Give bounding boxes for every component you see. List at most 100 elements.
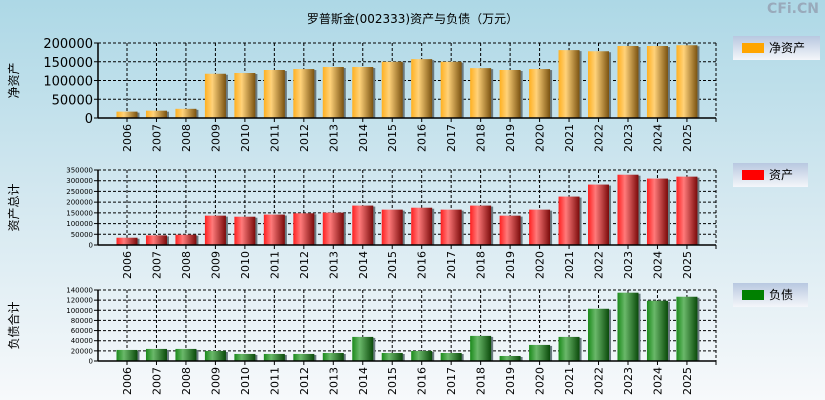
bar-2015 (381, 61, 403, 118)
x-tick-label: 2013 (327, 124, 340, 152)
x-tick-label: 2025 (681, 367, 694, 395)
x-tick-label: 2024 (651, 251, 664, 279)
x-tick-label: 2009 (209, 367, 222, 395)
x-tick-label: 2015 (386, 367, 399, 395)
y-axis-label: 负债合计 (6, 301, 21, 349)
legend-swatch (742, 43, 764, 53)
x-tick-label: 2014 (357, 124, 370, 152)
y-tick-label: 0 (85, 112, 93, 127)
x-tick-label: 2016 (416, 367, 429, 395)
net-assets-chart: 0 50000 100000 150000 200000 2006 2007 2008 2009… (7, 36, 820, 152)
bar-2024 (646, 300, 668, 361)
chart-title: 罗普斯金(002333)资产与负债（万元） (306, 12, 519, 26)
x-tick-label: 2022 (593, 124, 606, 152)
x-tick-label: 2007 (150, 367, 163, 395)
legend-label: 净资产 (769, 41, 805, 55)
y-tick-label: 0 (89, 358, 93, 366)
x-tick-label: 2023 (622, 367, 635, 395)
bar-2022 (588, 184, 610, 245)
bar-2015 (381, 352, 403, 361)
legend-swatch (742, 290, 764, 300)
bar-2018 (470, 335, 492, 361)
bar-2020 (529, 209, 551, 245)
bar-2011 (263, 70, 285, 118)
bar-2008 (175, 348, 197, 361)
bar-2010 (234, 73, 256, 118)
x-tick-label: 2022 (593, 367, 606, 395)
y-tick-label: 50000 (71, 231, 93, 239)
bar-2012 (293, 353, 315, 361)
bar-2023 (617, 46, 639, 118)
bar-2017 (440, 352, 462, 361)
y-tick-label: 300000 (66, 177, 93, 185)
total-assets-chart: 0 50000 100000 150000 200000 250000 300000 3500… (7, 163, 808, 279)
y-axis-label: 资产总计 (7, 183, 21, 231)
x-tick-label: 2013 (327, 367, 340, 395)
x-tick-label: 2021 (563, 251, 576, 279)
y-tick-label: 140000 (66, 287, 93, 295)
x-tick-label: 2018 (475, 124, 488, 152)
x-tick-label: 2006 (121, 367, 134, 395)
x-tick-label: 2012 (298, 251, 311, 279)
bar-2021 (558, 336, 580, 361)
x-tick-label: 2019 (504, 124, 517, 152)
x-tick-label: 2007 (150, 251, 163, 279)
legend-label: 资产 (769, 168, 793, 182)
bar-2016 (411, 207, 433, 245)
legend-label: 负债 (769, 288, 793, 302)
bar-2018 (470, 68, 492, 118)
bar-2012 (293, 69, 315, 118)
x-tick-label: 2018 (475, 251, 488, 279)
bar-2019 (499, 355, 521, 361)
legend: 净资产 (733, 36, 820, 60)
x-tick-label: 2008 (180, 124, 193, 152)
x-tick-label: 2024 (651, 367, 664, 395)
x-tick-label: 2013 (327, 251, 340, 279)
x-tick-label: 2025 (681, 124, 694, 152)
y-tick-label: 100000 (43, 75, 93, 90)
bar-2007 (145, 110, 167, 118)
x-tick-label: 2025 (681, 251, 694, 279)
x-tick-label: 2017 (445, 124, 458, 152)
x-tick-label: 2017 (445, 251, 458, 279)
x-tick-label: 2015 (386, 251, 399, 279)
y-tick-label: 150000 (43, 56, 93, 71)
x-tick-label: 2006 (121, 124, 134, 152)
bar-2023 (617, 292, 639, 361)
x-tick-label: 2023 (622, 251, 635, 279)
bar-2025 (676, 45, 698, 118)
x-tick-label: 2020 (534, 367, 547, 395)
bar-2020 (529, 69, 551, 118)
bar-2011 (263, 214, 285, 245)
x-tick-label: 2011 (268, 251, 281, 279)
bar-2009 (204, 215, 226, 245)
bar-2011 (263, 353, 285, 361)
y-axis-label: 净资产 (7, 62, 21, 98)
x-tick-label: 2021 (563, 124, 576, 152)
bar-2024 (646, 178, 668, 245)
x-tick-label: 2009 (209, 124, 222, 152)
bar-2016 (411, 59, 433, 118)
x-tick-label: 2019 (504, 251, 517, 279)
bar-2014 (352, 336, 374, 361)
bar-2013 (322, 67, 344, 118)
x-tick-label: 2010 (239, 367, 252, 395)
bar-2010 (234, 353, 256, 361)
legend: 资产 (733, 163, 808, 187)
x-tick-label: 2011 (268, 124, 281, 152)
x-tick-label: 2020 (534, 124, 547, 152)
bar-2023 (617, 174, 639, 245)
x-tick-label: 2012 (298, 124, 311, 152)
x-tick-label: 2014 (357, 251, 370, 279)
bar-2022 (588, 51, 610, 118)
x-tick-label: 2024 (651, 124, 664, 152)
bar-2013 (322, 212, 344, 245)
y-tick-label: 20000 (71, 347, 93, 355)
legend: 负债 (733, 283, 808, 307)
bar-2009 (204, 73, 226, 118)
bar-2015 (381, 209, 403, 245)
x-tick-label: 2019 (504, 367, 517, 395)
x-tick-label: 2018 (475, 367, 488, 395)
x-tick-label: 2012 (298, 367, 311, 395)
bar-2021 (558, 196, 580, 245)
